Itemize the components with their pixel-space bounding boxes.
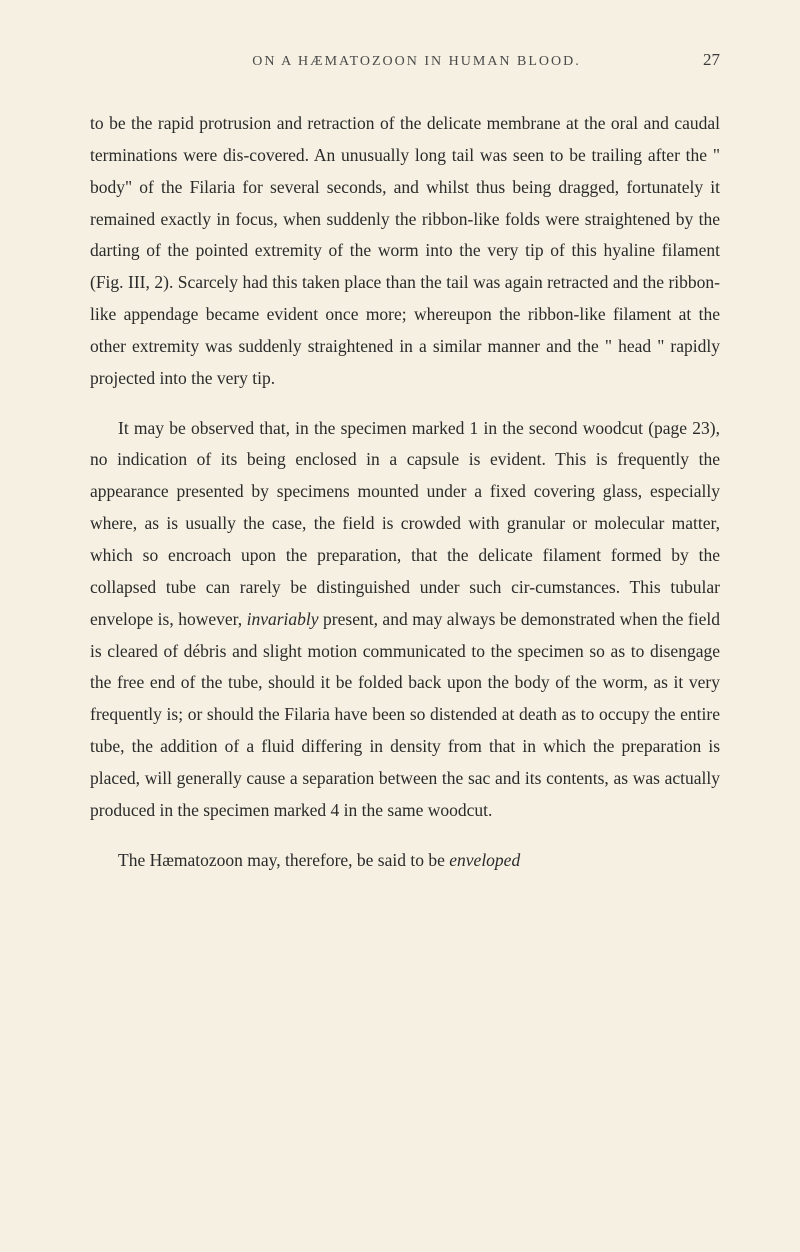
page-header: ON A HÆMATOZOON IN HUMAN BLOOD. 27 — [90, 50, 720, 70]
page-number: 27 — [703, 50, 720, 70]
paragraph-3-italic1: enveloped — [449, 850, 520, 870]
paragraph-1-text: to be the rapid protrusion and retractio… — [90, 113, 720, 388]
document-page: ON A HÆMATOZOON IN HUMAN BLOOD. 27 to be… — [0, 0, 800, 954]
header-title: ON A HÆMATOZOON IN HUMAN BLOOD. — [130, 54, 703, 70]
paragraph-2-part1: It may be observed that, in the specimen… — [90, 418, 720, 629]
paragraph-2-part2: present, and may always be demonstrated … — [90, 609, 720, 820]
paragraph-2-italic1: invariably — [247, 609, 319, 629]
paragraph-3-part1: The Hæmatozoon may, therefore, be said t… — [118, 850, 449, 870]
paragraph-1: to be the rapid protrusion and retractio… — [90, 108, 720, 395]
paragraph-2: It may be observed that, in the specimen… — [90, 413, 720, 827]
paragraph-3: The Hæmatozoon may, therefore, be said t… — [90, 845, 720, 877]
